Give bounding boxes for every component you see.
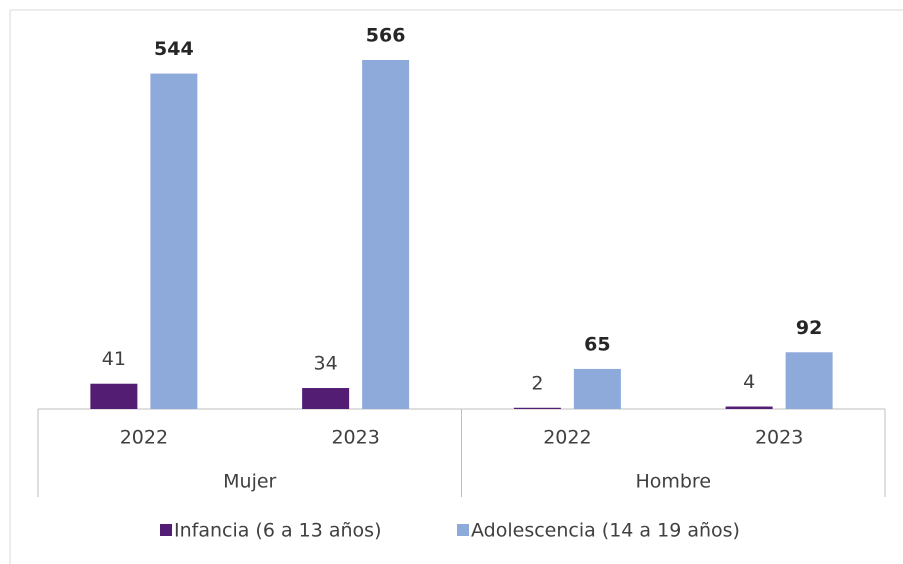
x-tick-label: 2022	[543, 427, 591, 449]
x-tick-label: 2023	[755, 427, 803, 449]
x-tick-label: 2022	[120, 427, 168, 449]
bar	[362, 60, 410, 409]
bar	[785, 352, 833, 409]
legend-label: Adolescencia (14 a 19 años)	[471, 520, 740, 542]
bar	[150, 73, 198, 409]
value-label: 41	[102, 348, 126, 370]
bar	[90, 383, 138, 409]
group-label: Hombre	[635, 471, 711, 493]
x-tick-label: 2023	[331, 427, 379, 449]
value-label: 65	[584, 333, 610, 355]
bar	[513, 407, 561, 409]
value-label: 34	[314, 353, 338, 375]
legend-swatch	[457, 524, 469, 536]
value-label: 2	[531, 372, 543, 394]
legend-swatch	[160, 524, 172, 536]
bar	[573, 368, 621, 409]
legend-label: Infancia (6 a 13 años)	[174, 520, 382, 542]
value-label: 92	[796, 317, 822, 339]
group-label: Mujer	[223, 471, 276, 493]
value-label: 544	[154, 38, 194, 60]
value-label: 566	[366, 25, 406, 47]
value-label: 4	[743, 371, 755, 393]
bar	[725, 406, 773, 409]
bar	[302, 388, 350, 409]
